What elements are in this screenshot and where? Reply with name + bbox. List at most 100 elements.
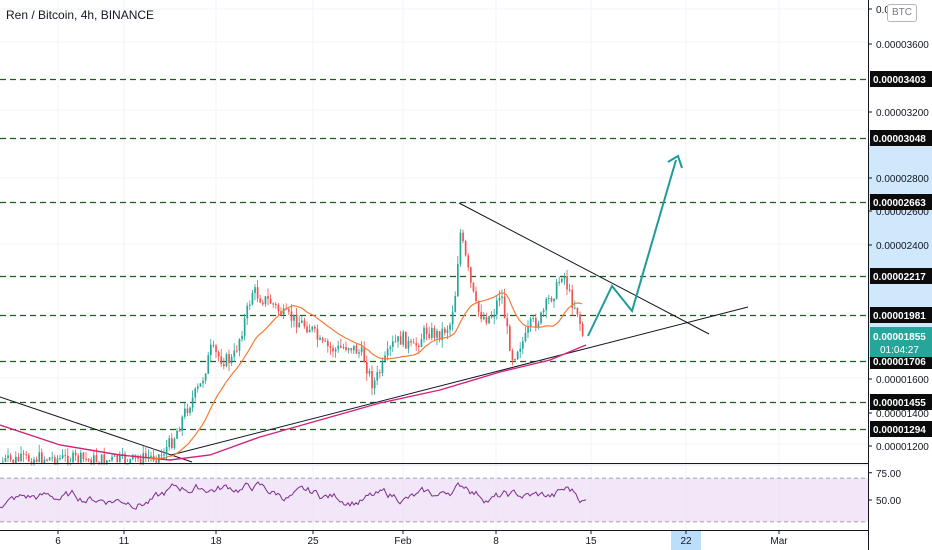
candle-body <box>194 388 197 398</box>
candle-body <box>191 397 194 408</box>
price-level-lines <box>0 78 868 431</box>
price-level-label: 0.00001455 <box>873 398 926 409</box>
candle-body <box>241 335 243 340</box>
candle-body <box>51 457 54 459</box>
candle-body <box>301 320 303 323</box>
candle-body <box>555 282 558 299</box>
candle-body <box>418 345 420 348</box>
candle-body <box>202 380 204 384</box>
time-highlight <box>671 531 701 550</box>
candle-body <box>155 460 158 463</box>
candle-body <box>436 331 438 338</box>
moving-average-fast <box>150 292 582 460</box>
candle-body <box>56 458 59 465</box>
candle-body <box>293 314 295 321</box>
candle-body <box>454 296 457 313</box>
rsi-tick-label: 50.00 <box>876 496 901 507</box>
time-tick-label: 8 <box>493 536 499 547</box>
candle-body <box>441 328 444 340</box>
candle-body <box>212 344 215 346</box>
candle-body <box>566 276 568 290</box>
candle-body <box>9 455 12 460</box>
candle-body <box>503 296 506 319</box>
candlesticks <box>2 229 584 466</box>
candle-body <box>61 455 64 459</box>
candle-body <box>139 458 142 465</box>
candle-body <box>220 356 223 365</box>
candle-body <box>77 455 80 463</box>
candle-body <box>64 455 67 457</box>
price-tick-label: 0.00001400 <box>876 409 929 420</box>
price-level-label: 0.00001706 <box>873 357 926 368</box>
candle-body <box>368 371 371 374</box>
price-level-box <box>870 394 932 410</box>
candle-body <box>171 438 173 449</box>
candle-body <box>345 347 347 350</box>
price-level-box <box>870 71 932 87</box>
trend-lines <box>0 202 749 463</box>
currency-button[interactable]: BTC <box>887 4 917 22</box>
candle-body <box>423 327 425 340</box>
candle-body <box>173 438 176 449</box>
candle-body <box>87 459 90 461</box>
candle-body <box>12 459 15 463</box>
candle-body <box>498 297 501 301</box>
candle-body <box>246 305 249 319</box>
candle-body <box>402 331 405 345</box>
candle-body <box>230 356 233 364</box>
candle-body <box>529 318 532 327</box>
candle-body <box>314 326 316 329</box>
price-level-box <box>870 307 932 323</box>
candle-body <box>519 348 522 352</box>
candle-body <box>511 350 514 361</box>
candle-body <box>563 276 566 279</box>
rsi-tick-label: 75.00 <box>876 469 901 480</box>
candle-body <box>363 347 366 363</box>
candle-body <box>316 328 319 340</box>
candle-body <box>327 341 329 347</box>
price-level-label: 0.00003048 <box>873 134 926 145</box>
candle-body <box>446 329 449 333</box>
current-price-box <box>870 327 932 357</box>
candle-body <box>93 455 95 466</box>
time-tick-label: 11 <box>119 536 130 547</box>
price-level-label: 0.00003403 <box>873 75 926 86</box>
time-tick-label: 22 <box>680 536 692 547</box>
candle-body <box>236 350 238 352</box>
candle-body <box>576 307 579 315</box>
candle-body <box>355 345 358 354</box>
candle-body <box>501 296 503 298</box>
candle-body <box>342 347 345 349</box>
candle-body <box>381 360 384 374</box>
candle-body <box>540 312 542 324</box>
candle-body <box>451 312 454 325</box>
candle-body <box>548 297 550 299</box>
candle-body <box>181 416 184 431</box>
time-tick-label: 6 <box>55 536 61 547</box>
candle-body <box>470 267 472 283</box>
price-tick-label: 0.00003200 <box>876 108 929 119</box>
candle-body <box>15 456 17 463</box>
candle-body <box>537 323 540 328</box>
candle-body <box>303 320 306 327</box>
candle-body <box>225 354 228 367</box>
candle-body <box>95 455 98 463</box>
price-tick-label: 0.00003600 <box>876 40 929 51</box>
candle-body <box>233 350 236 357</box>
price-level-box <box>870 130 932 146</box>
candle-body <box>189 407 191 414</box>
candle-body <box>373 380 376 389</box>
candle-body <box>69 462 72 466</box>
candle-body <box>269 298 272 304</box>
candle-body <box>574 307 576 309</box>
candle-body <box>483 317 485 320</box>
candle-body <box>358 352 360 354</box>
candle-body <box>184 408 186 417</box>
candle-body <box>558 281 561 283</box>
candle-body <box>392 341 394 347</box>
time-tick-label: Mar <box>770 536 788 547</box>
candle-body <box>480 311 483 320</box>
candle-body <box>397 336 399 342</box>
